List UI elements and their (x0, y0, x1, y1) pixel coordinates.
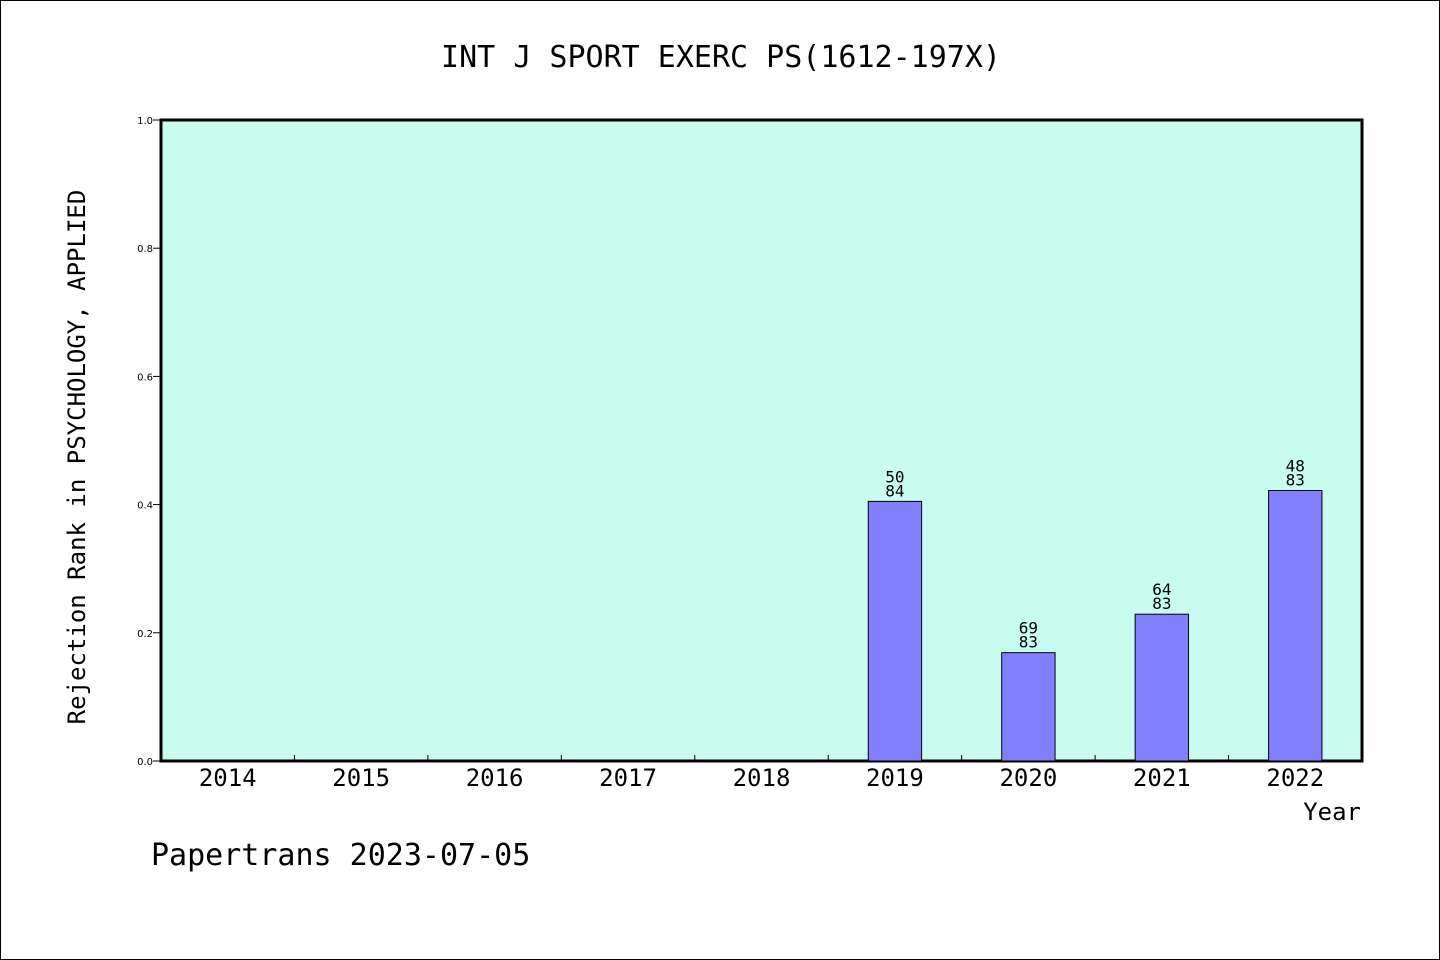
bar-label-rank: 48 (1286, 456, 1305, 475)
x-tick-label: 2017 (599, 764, 657, 792)
x-tick-label: 2019 (866, 764, 924, 792)
x-tick-label: 2021 (1133, 764, 1191, 792)
bar-label-total: 83 (1286, 470, 1305, 489)
bar-label-total: 83 (1152, 594, 1171, 613)
y-tick-label: 0.6 (137, 372, 153, 383)
bar-2022 (1268, 489, 1323, 762)
x-tick-label: 2016 (466, 764, 524, 792)
x-tick-label: 2014 (199, 764, 257, 792)
y-tick-label: 0.4 (137, 501, 153, 512)
bar-2020 (1001, 652, 1056, 762)
bar-label-rank: 69 (1019, 619, 1038, 638)
footer-credit: Papertrans 2023-07-05 (151, 838, 530, 873)
x-tick-label: 2022 (1266, 764, 1324, 792)
bar-label-rank: 50 (885, 467, 904, 486)
y-axis-ticks: 0.0 0.2 0.4 0.6 0.8 1.0 (137, 116, 161, 768)
x-axis-label: Year (1303, 798, 1361, 826)
bar-label-rank: 64 (1152, 580, 1171, 599)
bar-2019 (867, 500, 923, 762)
chart-title: INT J SPORT EXERC PS(1612-197X) (441, 40, 1001, 75)
y-axis-label: Rejection Rank in PSYCHOLOGY, APPLIED (63, 190, 91, 725)
x-axis-ticks: 2014 2015 2016 2017 2018 2019 2020 2021 2022 (199, 755, 1324, 792)
x-tick-label: 2018 (733, 764, 791, 792)
y-tick-label: 0.8 (137, 244, 153, 255)
y-tick-label: 0.2 (137, 629, 153, 640)
y-tick-label: 0.0 (137, 757, 153, 768)
bar-label-total: 84 (885, 481, 904, 500)
bar-2021 (1134, 613, 1190, 762)
x-tick-label: 2020 (999, 764, 1057, 792)
y-tick-label: 1.0 (137, 116, 153, 127)
bar-label-total: 83 (1019, 633, 1038, 652)
x-tick-label: 2015 (332, 764, 390, 792)
